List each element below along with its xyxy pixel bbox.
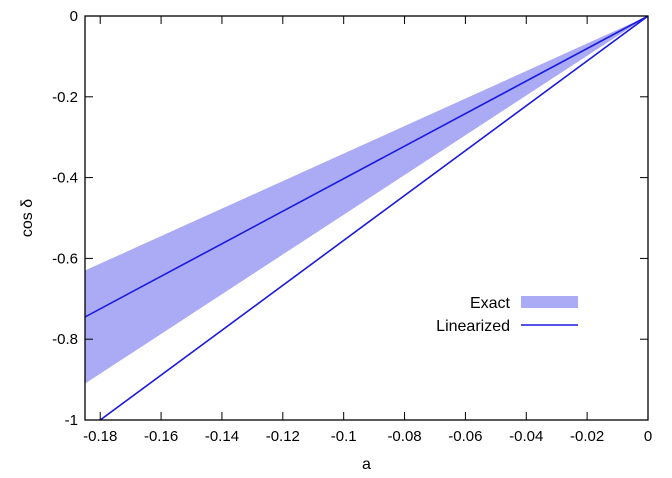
x-tick-label: -0.08 [387, 428, 421, 445]
x-tick-label: -0.14 [205, 428, 239, 445]
ticks-layer: -0.18 -0.16 -0.14 -0.12 -0.1 -0.08 -0.06 -0.04 -… [52, 8, 652, 445]
legend-label-exact: Exact [470, 295, 511, 312]
y-tick-label: -0.2 [52, 89, 78, 106]
linearized-line-1 [85, 16, 648, 318]
y-axis-label: cos δ [19, 199, 36, 237]
linearized-line-2 [99, 16, 648, 420]
legend: Exact Linearized [436, 295, 578, 335]
y-tick-label: -0.8 [52, 331, 78, 348]
x-tick-label: -0.12 [266, 428, 300, 445]
series-layer [85, 16, 648, 420]
exact-band [85, 16, 648, 384]
x-axis-label: a [362, 456, 371, 473]
y-tick-label: -1 [65, 412, 78, 429]
plot-area: -0.18 -0.16 -0.14 -0.12 -0.1 -0.08 -0.06 -0.04 -… [52, 8, 652, 445]
x-tick-label: -0.18 [83, 428, 117, 445]
x-tick-label: -0.02 [570, 428, 604, 445]
y-tick-label: -0.6 [52, 250, 78, 267]
legend-label-linearized: Linearized [436, 318, 510, 335]
x-tick-label: -0.06 [448, 428, 482, 445]
x-tick-label: -0.16 [144, 428, 178, 445]
plot-frame [84, 15, 649, 421]
x-tick-label: -0.04 [509, 428, 543, 445]
x-tick-label: 0 [644, 428, 652, 445]
y-tick-label: -0.4 [52, 170, 78, 187]
y-tick-label: 0 [70, 8, 78, 25]
x-tick-label: -0.1 [331, 428, 357, 445]
legend-swatch-exact [521, 296, 578, 308]
